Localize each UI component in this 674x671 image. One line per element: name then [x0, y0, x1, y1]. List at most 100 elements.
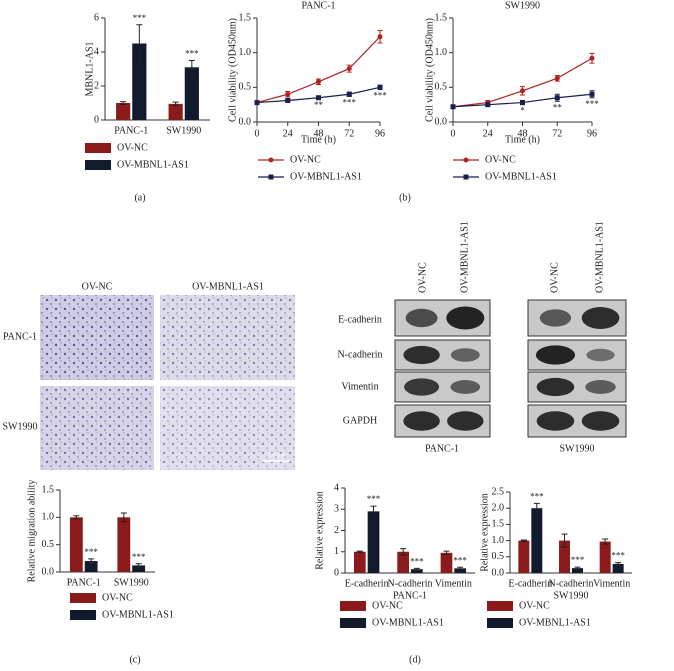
point — [254, 100, 260, 106]
error-bar — [356, 550, 363, 553]
bar — [84, 561, 98, 572]
legend-label: OV-NC — [372, 600, 403, 611]
bar — [531, 508, 543, 573]
error-bar — [370, 505, 377, 518]
point — [589, 55, 595, 61]
blot-column-label: OV-MBNL1-AS1 — [459, 221, 470, 293]
legend-swatch — [487, 618, 513, 628]
legend-label: OV-NC — [102, 592, 133, 603]
y-axis-label: Relative expression — [479, 493, 490, 572]
x-tick-label: E-cadherin — [345, 578, 389, 589]
blot-band — [536, 411, 575, 431]
y-axis-label: MBNL1-AS1 — [84, 41, 95, 96]
legend-marker — [268, 157, 274, 163]
legend-label: OV-MBNL1-AS1 — [102, 609, 174, 620]
bar — [411, 569, 423, 573]
y-tick-label: 4 — [94, 46, 99, 57]
y-tick-label: 2 — [94, 80, 99, 91]
x-tick-label: 96 — [587, 128, 597, 139]
blot-row-label: Vimentin — [341, 381, 378, 392]
legend-marker — [268, 174, 274, 180]
y-axis-label: Cell viability (OD450nm) — [424, 18, 435, 122]
legend-label: OV-MBNL1-AS1 — [117, 159, 189, 170]
legend-marker — [463, 157, 469, 163]
error-bar — [136, 24, 143, 63]
x-tick-label: 24 — [483, 128, 493, 139]
significance: *** — [373, 90, 387, 100]
chart-title: PANC-1 — [301, 0, 335, 11]
legend-label: OV-NC — [519, 600, 550, 611]
point — [450, 104, 456, 110]
bar — [132, 43, 147, 120]
scale-bar-label: 200 μm — [267, 452, 286, 458]
y-tick-label: 1.5 — [239, 12, 252, 23]
panel-label: (b) — [399, 192, 411, 203]
micrographs — [40, 295, 295, 470]
legend-swatch — [85, 143, 111, 153]
significance: *** — [343, 97, 357, 107]
x-tick-label: Vimentin — [593, 578, 630, 589]
error-bar — [520, 539, 527, 542]
y-tick-label: 1.0 — [42, 512, 55, 523]
cell-line-label: SW1990 — [560, 443, 595, 454]
point — [554, 95, 560, 101]
error-bar — [88, 558, 95, 564]
blot-band — [403, 345, 440, 365]
point — [485, 102, 491, 108]
y-tick-label: 0.5 — [492, 551, 505, 562]
bar — [116, 103, 131, 120]
significance: ** — [553, 102, 563, 112]
y-tick-label: 1.5 — [435, 12, 448, 23]
x-tick-label: PANC-1 — [67, 577, 101, 588]
error-bar — [413, 567, 420, 571]
legend-label: OV-MBNL1-AS1 — [485, 171, 557, 182]
point — [589, 91, 595, 97]
point — [377, 34, 383, 40]
blot-band — [536, 377, 575, 397]
point — [346, 91, 352, 97]
x-axis-label: SW1990 — [554, 590, 589, 601]
legend-marker — [463, 174, 469, 180]
x-tick-label: PANC-1 — [114, 125, 148, 136]
bar — [117, 517, 131, 572]
blot-row-label: GAPDH — [343, 415, 377, 426]
blot-band — [404, 378, 440, 396]
y-axis-label: Relative migration ability — [26, 480, 37, 583]
point — [316, 95, 321, 101]
column-label: OV-MBNL1-AS1 — [192, 281, 264, 292]
x-tick-label: 0 — [451, 128, 456, 139]
x-tick-label: 48 — [518, 128, 528, 139]
point — [520, 100, 525, 106]
column-label: OV-NC — [82, 281, 113, 292]
error-bar — [615, 562, 622, 566]
blot-band — [405, 308, 438, 328]
legend-label: OV-NC — [117, 142, 148, 153]
legend-label: OV-NC — [290, 154, 321, 165]
error-bar — [602, 538, 609, 545]
blot-band — [586, 348, 615, 362]
bar — [572, 568, 583, 573]
significance: *** — [453, 555, 467, 565]
x-tick-label: 96 — [375, 128, 385, 139]
y-tick-label: 0.5 — [42, 539, 55, 550]
blot-band — [403, 411, 440, 431]
y-tick-label: 0.0 — [239, 116, 252, 127]
error-bar — [561, 533, 568, 548]
legend-swatch — [70, 610, 96, 620]
y-axis-label: Cell viability (OD450nm) — [227, 18, 238, 122]
point — [316, 79, 321, 85]
error-bar — [120, 512, 127, 523]
y-tick-label: 0.5 — [239, 82, 252, 93]
row-label: PANC-1 — [3, 331, 37, 342]
point — [377, 84, 383, 90]
blot-column-label: OV-NC — [549, 262, 560, 293]
y-tick-label: 0.0 — [435, 116, 448, 127]
error-bar — [135, 563, 142, 568]
bar — [440, 552, 453, 573]
blot-column-label: OV-NC — [417, 262, 428, 293]
significance: *** — [410, 556, 424, 566]
row-label: SW1990 — [3, 421, 38, 432]
legend-swatch — [70, 593, 96, 603]
significance: *** — [530, 491, 544, 501]
bar — [559, 540, 570, 573]
